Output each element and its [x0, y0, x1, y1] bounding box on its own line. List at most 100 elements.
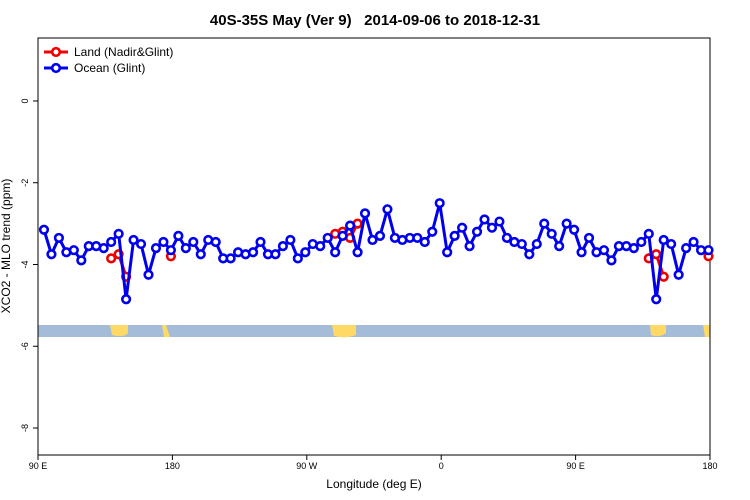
point: [651, 249, 662, 260]
point: [106, 253, 117, 264]
point: [158, 236, 169, 248]
legend-marker: [50, 46, 62, 58]
point: [703, 245, 714, 256]
land-blob: [703, 325, 710, 337]
point: [345, 220, 356, 231]
point: [285, 234, 296, 246]
point: [442, 247, 453, 258]
point: [494, 216, 505, 227]
point: [359, 208, 371, 219]
x-tick-label: 180: [165, 461, 180, 471]
x-tick-label: 180: [702, 461, 717, 471]
point: [128, 234, 139, 246]
point: [173, 230, 184, 241]
point: [486, 222, 498, 233]
point: [292, 253, 303, 264]
point: [666, 238, 677, 250]
point: [113, 228, 124, 239]
point: [322, 232, 333, 244]
point: [651, 294, 662, 305]
point: [337, 230, 348, 241]
point: [195, 249, 206, 260]
point: [457, 222, 468, 233]
point: [76, 255, 87, 266]
point: [576, 247, 587, 258]
land-blob: [110, 325, 128, 337]
point: [628, 243, 639, 254]
point: [419, 236, 430, 248]
ocean-strip: [38, 325, 710, 337]
legend-label: Ocean (Glint): [74, 61, 145, 75]
point: [673, 269, 684, 280]
x-tick-label: 0: [439, 461, 444, 471]
point: [658, 234, 669, 246]
point: [643, 228, 654, 239]
point: [546, 228, 557, 239]
point: [658, 271, 669, 282]
point: [106, 236, 117, 248]
point: [98, 243, 109, 254]
point: [374, 230, 386, 241]
y-tick-label: 0: [20, 98, 30, 103]
land-blob: [650, 325, 666, 337]
point: [569, 224, 580, 235]
x-tick-label: 90 E: [566, 461, 585, 471]
point: [583, 232, 595, 244]
point: [471, 226, 483, 237]
point: [427, 226, 438, 237]
point: [352, 247, 363, 258]
map-strip: [38, 325, 710, 338]
y-tick-label: -8: [20, 424, 30, 432]
y-tick-label: -2: [20, 179, 30, 187]
point: [143, 269, 154, 280]
point: [688, 236, 699, 248]
y-tick-label: -4: [20, 260, 30, 268]
point: [180, 243, 191, 254]
point: [636, 236, 647, 248]
point: [367, 234, 378, 246]
x-tick-label: 90 W: [296, 461, 318, 471]
point: [300, 247, 311, 258]
point: [464, 240, 475, 252]
point: [135, 238, 147, 250]
point: [188, 236, 199, 248]
point: [38, 224, 50, 235]
point: [606, 255, 617, 266]
point: [531, 238, 542, 250]
point: [277, 240, 289, 252]
point: [561, 218, 572, 229]
x-axis-label: Longitude (deg E): [326, 477, 421, 491]
point: [165, 245, 177, 256]
point: [501, 232, 513, 244]
point: [53, 232, 65, 244]
y-axis-label: XCO2 - MLO trend (ppm): [0, 179, 13, 314]
land-blob: [332, 325, 356, 338]
point: [412, 232, 423, 244]
x-tick-label: 90 E: [29, 461, 48, 471]
point: [46, 249, 57, 260]
point: [150, 243, 162, 254]
legend-label: Land (Nadir&Glint): [74, 45, 173, 59]
point: [516, 238, 527, 250]
point: [210, 236, 221, 248]
point: [598, 245, 610, 256]
point: [382, 204, 393, 215]
point: [434, 198, 445, 209]
point: [330, 247, 341, 258]
point: [554, 240, 565, 252]
point: [479, 214, 490, 225]
point: [68, 245, 79, 256]
point: [121, 294, 132, 305]
point: [449, 230, 460, 241]
point: [524, 249, 535, 260]
chart-title: 40S-35S May (Ver 9) 2014-09-06 to 2018-1…: [210, 12, 540, 29]
point: [255, 236, 266, 248]
point: [539, 218, 550, 229]
point: [315, 240, 326, 252]
point: [247, 247, 259, 258]
point: [225, 253, 236, 264]
point: [681, 243, 692, 254]
legend-marker: [50, 62, 62, 74]
y-tick-label: -6: [20, 342, 30, 350]
